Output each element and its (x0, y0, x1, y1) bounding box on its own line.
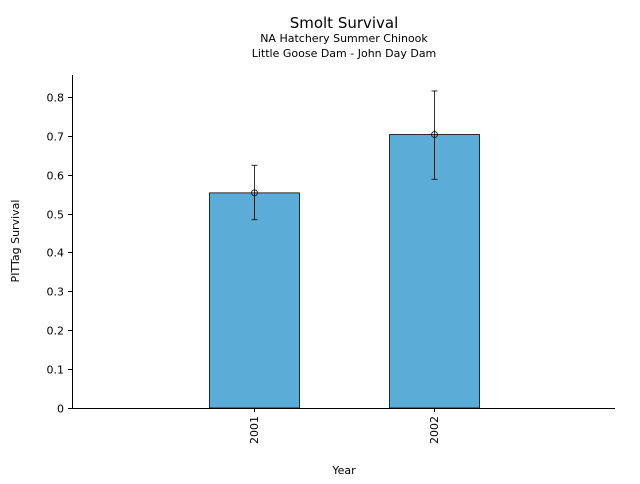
y-tick-label: 0.6 (47, 170, 65, 183)
chart-subtitle-line-2: Little Goose Dam - John Day Dam (252, 47, 437, 60)
chart-subtitle-line-1: NA Hatchery Summer Chinook (260, 32, 428, 45)
y-tick-label: 0.3 (47, 286, 65, 299)
x-axis-ticks: 2001 2002 (248, 408, 441, 444)
x-axis-label: Year (331, 464, 356, 477)
y-tick-label: 0.1 (47, 364, 65, 377)
y-tick-label: 0.8 (47, 92, 65, 105)
y-tick-label: 0.5 (47, 209, 65, 222)
y-axis-ticks: 0 0.1 0.2 0.3 0.4 0.5 0.6 0.7 0.8 (47, 92, 72, 416)
y-tick-label: 0.2 (47, 325, 65, 338)
x-tick-label: 2001 (248, 416, 261, 444)
error-bars (251, 90, 438, 221)
bar-2002 (389, 134, 480, 409)
y-tick-label: 0.7 (47, 131, 65, 144)
bar-2001 (209, 192, 300, 409)
point-estimate-marker (431, 131, 438, 138)
y-axis-label: PITTag Survival (9, 200, 22, 283)
bars (209, 134, 480, 409)
x-tick-label: 2002 (428, 416, 441, 444)
point-estimate-marker (251, 189, 258, 197)
chart-title: Smolt Survival (290, 14, 399, 32)
y-tick-label: 0 (57, 403, 64, 416)
y-tick-label: 0.4 (47, 247, 65, 260)
